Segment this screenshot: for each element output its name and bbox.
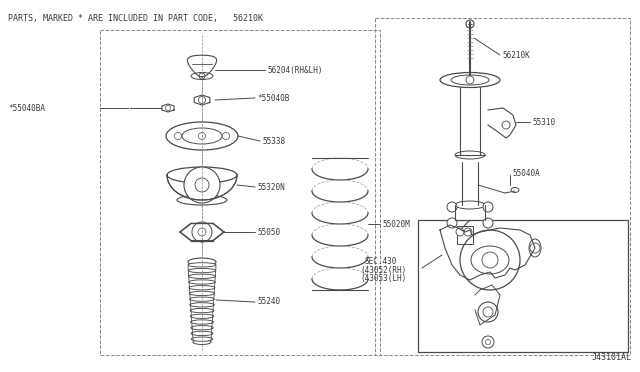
Ellipse shape bbox=[193, 340, 211, 344]
Circle shape bbox=[199, 73, 205, 79]
Circle shape bbox=[198, 132, 205, 140]
Text: 55310: 55310 bbox=[532, 118, 555, 126]
Circle shape bbox=[466, 20, 474, 28]
Ellipse shape bbox=[190, 314, 214, 318]
Ellipse shape bbox=[177, 195, 227, 205]
Circle shape bbox=[502, 121, 510, 129]
Ellipse shape bbox=[189, 297, 214, 301]
Text: 55338: 55338 bbox=[262, 137, 285, 145]
Ellipse shape bbox=[189, 274, 216, 278]
Ellipse shape bbox=[191, 326, 213, 330]
Text: 56210K: 56210K bbox=[502, 51, 530, 60]
Ellipse shape bbox=[191, 73, 213, 80]
Ellipse shape bbox=[182, 128, 222, 144]
Text: 55020M: 55020M bbox=[382, 219, 410, 228]
Ellipse shape bbox=[455, 201, 485, 209]
Circle shape bbox=[195, 178, 209, 192]
Ellipse shape bbox=[451, 75, 489, 85]
Circle shape bbox=[198, 228, 206, 236]
Circle shape bbox=[530, 243, 540, 253]
Text: J43101AL: J43101AL bbox=[592, 353, 632, 362]
Circle shape bbox=[456, 228, 464, 236]
Circle shape bbox=[460, 230, 520, 290]
Circle shape bbox=[483, 202, 493, 212]
Ellipse shape bbox=[190, 308, 214, 313]
Ellipse shape bbox=[189, 280, 215, 284]
Bar bbox=[457, 226, 473, 244]
Text: 55050: 55050 bbox=[257, 228, 280, 237]
Circle shape bbox=[482, 336, 494, 348]
Circle shape bbox=[486, 340, 490, 344]
Ellipse shape bbox=[166, 122, 238, 150]
Circle shape bbox=[166, 106, 170, 110]
Text: (43053(LH): (43053(LH) bbox=[360, 275, 406, 283]
Ellipse shape bbox=[189, 291, 215, 296]
Text: (43052(RH): (43052(RH) bbox=[360, 266, 406, 275]
Text: 55040A: 55040A bbox=[512, 169, 540, 177]
Circle shape bbox=[483, 218, 493, 228]
Text: 56204(RH&LH): 56204(RH&LH) bbox=[267, 65, 323, 74]
Circle shape bbox=[466, 76, 474, 84]
Circle shape bbox=[198, 96, 205, 103]
Ellipse shape bbox=[191, 337, 212, 341]
Circle shape bbox=[464, 228, 472, 236]
Bar bbox=[418, 220, 628, 352]
Text: SEC.430: SEC.430 bbox=[365, 257, 397, 266]
Text: *55040B: *55040B bbox=[257, 93, 289, 103]
Ellipse shape bbox=[191, 331, 213, 336]
Circle shape bbox=[482, 252, 498, 268]
Circle shape bbox=[223, 132, 230, 140]
Circle shape bbox=[447, 218, 457, 228]
Ellipse shape bbox=[167, 167, 237, 183]
Ellipse shape bbox=[188, 263, 216, 267]
Ellipse shape bbox=[529, 239, 541, 257]
Ellipse shape bbox=[191, 320, 214, 324]
Ellipse shape bbox=[455, 151, 485, 159]
Circle shape bbox=[184, 167, 220, 203]
Ellipse shape bbox=[189, 286, 215, 290]
Ellipse shape bbox=[188, 269, 216, 273]
Circle shape bbox=[478, 302, 498, 322]
Text: 55320N: 55320N bbox=[257, 183, 285, 192]
Circle shape bbox=[192, 222, 212, 242]
Circle shape bbox=[483, 307, 493, 317]
Bar bbox=[375, 18, 630, 355]
Ellipse shape bbox=[189, 303, 214, 307]
Bar bbox=[100, 30, 380, 355]
Ellipse shape bbox=[471, 246, 509, 274]
Circle shape bbox=[175, 132, 182, 140]
Circle shape bbox=[447, 202, 457, 212]
Ellipse shape bbox=[440, 73, 500, 87]
Text: PARTS, MARKED * ARE INCLUDED IN PART CODE,   56210K: PARTS, MARKED * ARE INCLUDED IN PART COD… bbox=[8, 14, 263, 23]
Ellipse shape bbox=[188, 258, 216, 266]
Text: *55040BA: *55040BA bbox=[8, 103, 45, 112]
Text: 55240: 55240 bbox=[257, 298, 280, 307]
Ellipse shape bbox=[511, 187, 519, 192]
